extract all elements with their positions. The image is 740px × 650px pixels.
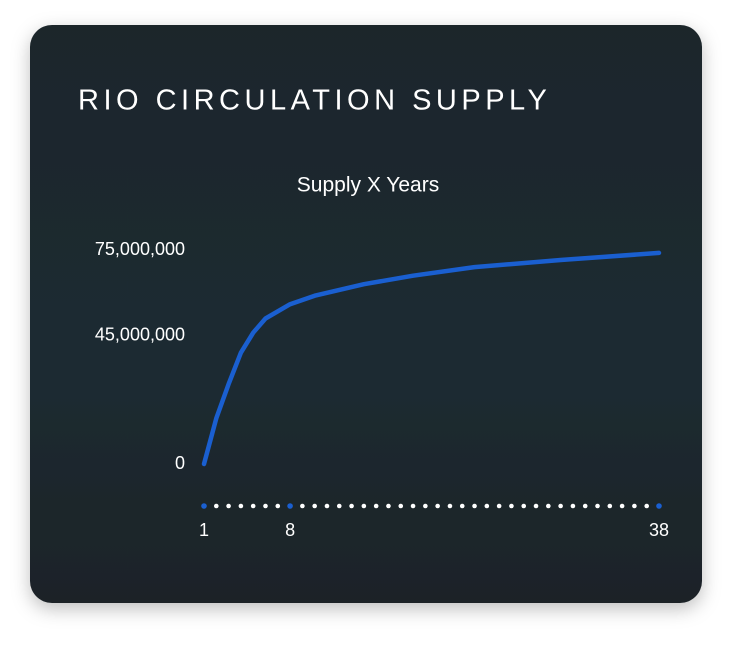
axis-dot bbox=[312, 503, 317, 509]
axis-dot bbox=[632, 503, 637, 509]
x-tick-mark bbox=[201, 503, 207, 509]
y-tick-label: 45,000,000 bbox=[95, 324, 185, 344]
axis-dot bbox=[558, 503, 563, 509]
y-tick-label: 75,000,000 bbox=[95, 239, 185, 259]
axis-dot bbox=[226, 503, 231, 509]
plot: 0 45,000,000 75,000,000 1 8 38 bbox=[95, 239, 669, 540]
axis-dot bbox=[533, 503, 539, 509]
axis-dot bbox=[496, 503, 502, 509]
axis-dot bbox=[521, 503, 527, 509]
chart-title: RIO CIRCULATION SUPPLY bbox=[78, 85, 551, 117]
axis-dot bbox=[386, 503, 391, 509]
axis-dot bbox=[238, 503, 244, 509]
axis-dot bbox=[398, 503, 404, 509]
axis-dot bbox=[582, 503, 588, 509]
axis-dot bbox=[447, 503, 453, 509]
axis-dot bbox=[373, 503, 379, 509]
axis-dot bbox=[484, 503, 490, 509]
axis-dot bbox=[546, 503, 551, 509]
axis-dot bbox=[361, 503, 367, 509]
y-tick-label: 0 bbox=[175, 453, 185, 473]
axis-dot bbox=[570, 503, 576, 509]
x-tick-label: 1 bbox=[199, 520, 209, 540]
axis-dot bbox=[213, 503, 219, 509]
axis-dot bbox=[607, 503, 613, 509]
axis-dot bbox=[472, 503, 477, 509]
chart-subtitle: Supply X Years bbox=[297, 174, 439, 197]
axis-dot bbox=[619, 503, 625, 509]
axis-dot bbox=[644, 503, 650, 509]
axis-dot bbox=[435, 503, 440, 509]
axis-dot bbox=[595, 503, 600, 509]
axis-dot bbox=[459, 503, 465, 509]
x-tick-mark bbox=[656, 503, 662, 509]
axis-dot bbox=[250, 503, 256, 509]
axis-dot bbox=[423, 503, 428, 509]
axis-dot bbox=[410, 503, 416, 509]
x-tick-label: 8 bbox=[285, 520, 295, 540]
axis-dot bbox=[349, 503, 354, 509]
axis-dot bbox=[509, 503, 514, 509]
card bbox=[30, 25, 702, 603]
axis-dot bbox=[275, 503, 281, 509]
axis-dot bbox=[336, 503, 342, 509]
axis-dot bbox=[263, 503, 268, 509]
axis-dot bbox=[324, 503, 330, 509]
x-tick-mark bbox=[287, 503, 293, 509]
series-line bbox=[201, 250, 662, 467]
axis-dot bbox=[300, 503, 305, 509]
x-tick-label: 38 bbox=[649, 520, 669, 540]
